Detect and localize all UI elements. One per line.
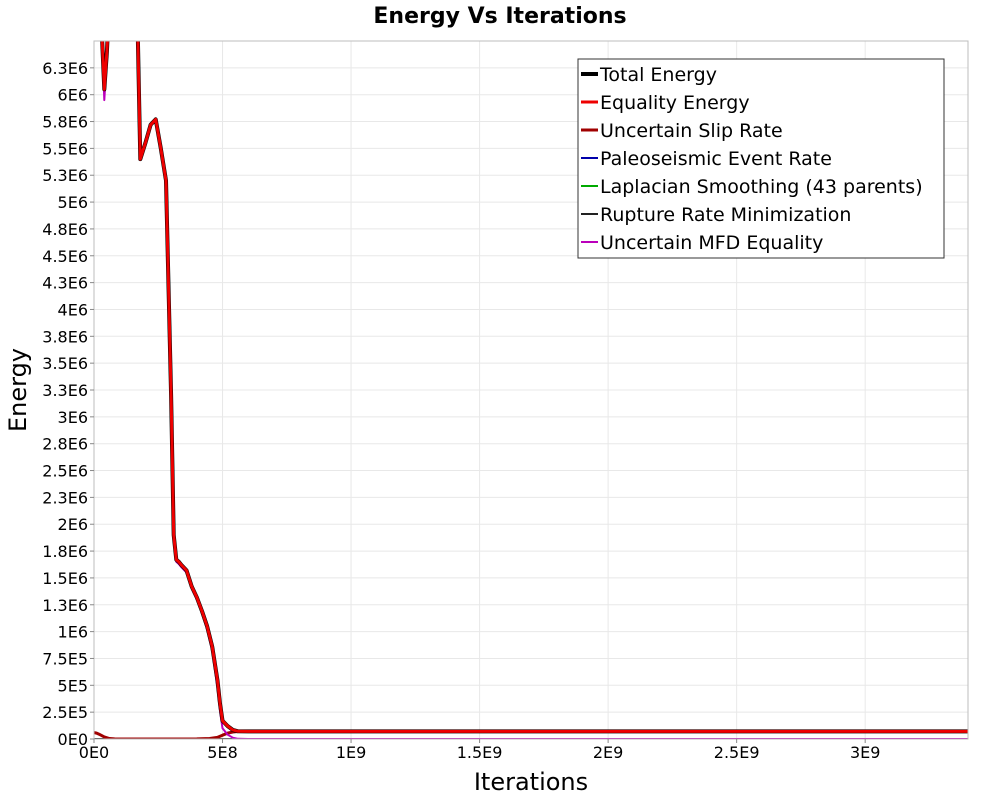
y-axis-title: Energy [4, 348, 32, 432]
series-line-1 [100, 41, 968, 733]
legend-label: Total Energy [599, 64, 717, 86]
y-tick-label: 5E5 [58, 676, 88, 695]
legend-label: Uncertain Slip Rate [600, 120, 783, 142]
y-tick-label: 1.3E6 [42, 596, 88, 615]
x-tick-label: 5E8 [207, 743, 237, 762]
y-tick-label: 4.5E6 [42, 247, 88, 266]
x-tick-label: 1.5E9 [457, 743, 503, 762]
y-tick-label: 4E6 [58, 300, 88, 319]
y-tick-label: 3.5E6 [42, 354, 88, 373]
legend-label: Laplacian Smoothing (43 parents) [600, 176, 923, 198]
legend-box [577, 58, 945, 259]
y-tick-label: 2.5E5 [42, 703, 88, 722]
legend: Total Energy Equality Energy Uncertain Sli… [577, 58, 945, 259]
y-tick-label: 2.5E6 [42, 462, 88, 481]
x-tick-label: 0E0 [79, 743, 109, 762]
y-tick-label: 5.3E6 [42, 166, 88, 185]
y-tick-label: 5E6 [58, 193, 88, 212]
y-tick-label: 1.8E6 [42, 542, 88, 561]
x-tick-label: 2E9 [593, 743, 623, 762]
series-layer [94, 41, 968, 739]
y-tick-label: 2.3E6 [42, 488, 88, 507]
y-tick-label: 1.5E6 [42, 569, 88, 588]
y-tick-label: 3.8E6 [42, 327, 88, 346]
x-axis-ticks: 0E0 5E8 1E9 1.5E9 2E9 2.5E9 3E9 [79, 739, 880, 762]
x-tick-label: 3E9 [850, 743, 880, 762]
x-tick-label: 2.5E9 [714, 743, 760, 762]
y-tick-label: 6E6 [58, 86, 88, 105]
y-tick-label: 5.8E6 [42, 113, 88, 132]
legend-label: Rupture Rate Minimization [600, 204, 851, 226]
x-tick-label: 1E9 [336, 743, 366, 762]
y-tick-label: 2E6 [58, 515, 88, 534]
y-tick-label: 6.3E6 [42, 59, 88, 78]
y-tick-label: 2.8E6 [42, 435, 88, 454]
y-tick-label: 1E6 [58, 623, 88, 642]
x-axis-title: Iterations [474, 768, 588, 796]
y-tick-label: 0E0 [58, 730, 88, 749]
y-tick-label: 3.3E6 [42, 381, 88, 400]
legend-label: Paleoseismic Event Rate [600, 148, 832, 170]
legend-label: Equality Energy [600, 92, 750, 114]
y-tick-label: 4.3E6 [42, 274, 88, 293]
legend-label: Uncertain MFD Equality [600, 232, 823, 254]
chart-title: Energy Vs Iterations [373, 4, 626, 29]
y-tick-label: 3E6 [58, 408, 88, 427]
y-tick-label: 7.5E5 [42, 649, 88, 668]
y-tick-label: 5.5E6 [42, 139, 88, 158]
y-axis-ticks: 0E0 2.5E5 5E5 7.5E5 1E6 1.3E6 1.5E6 1.8E6 2E6 2.3… [42, 59, 94, 749]
y-tick-label: 4.8E6 [42, 220, 88, 239]
